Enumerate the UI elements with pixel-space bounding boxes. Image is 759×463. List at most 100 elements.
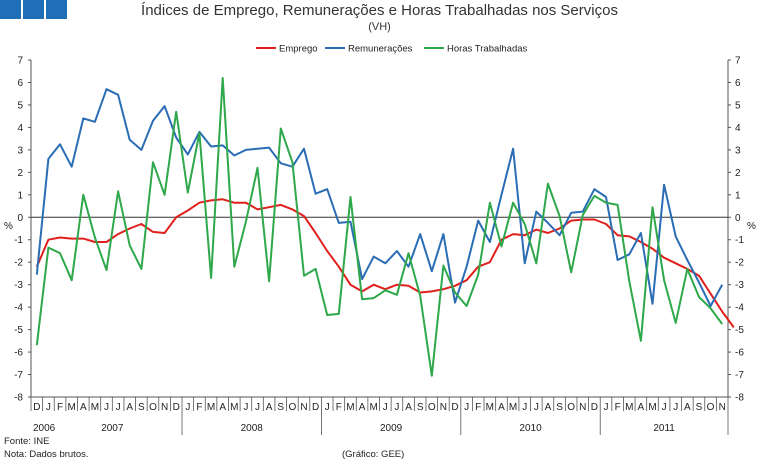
logo [0,0,67,19]
x-year-label: 2008 [241,423,264,434]
data-note: Nota: Dados brutos. [4,449,89,460]
x-tick-label: S [696,402,703,413]
y-tick-label-left: -5 [14,325,23,336]
series-lines [35,77,735,377]
x-tick-label: J [104,402,109,413]
y-tick-label-right: -3 [735,280,744,291]
y-tick-label-left: -3 [14,280,23,291]
x-tick-label: M [648,402,656,413]
y-tick-label-right: 0 [735,213,741,224]
x-tick-label: J [255,402,260,413]
y-tick-label-right: -7 [735,370,744,381]
x-tick-label: J [534,402,539,413]
x-tick-label: M [230,402,238,413]
x-tick-label: M [91,402,99,413]
y-axis-label-right: % [747,221,756,232]
x-tick-label: M [625,402,633,413]
y-tick-label-right: -5 [735,325,744,336]
x-tick-label: A [405,402,412,413]
x-tick-label: A [219,402,226,413]
y-tick-label-left: -7 [14,370,23,381]
x-tick-label: D [312,402,319,413]
x-year-label: 2010 [519,423,542,434]
x-tick-label: M [486,402,494,413]
x-tick-label: A [266,402,273,413]
y-tick-label-right: -1 [735,235,744,246]
logo-square-1 [0,0,21,19]
x-year-label: 2007 [101,423,124,434]
x-tick-label: F [57,402,63,413]
x-tick-label: A [80,402,87,413]
x-tick-label: A [126,402,133,413]
x-tick-label: A [545,402,552,413]
y-tick-label-right: 3 [735,145,741,156]
y-tick-label-left: -6 [14,348,23,359]
y-tick-label-left: 4 [17,123,23,134]
legend-label-emprego: Emprego [279,44,318,55]
x-tick-label: S [417,402,424,413]
x-tick-label: J [394,402,399,413]
y-tick-label-left: 7 [17,56,23,67]
y-tick-label-left: -1 [14,235,23,246]
x-tick-label: J [662,402,667,413]
y-tick-label-left: 1 [17,190,23,201]
x-tick-label: A [684,402,691,413]
chart-subtitle: (VH) [368,21,391,33]
x-tick-label: J [604,402,609,413]
x-tick-label: O [288,402,296,413]
x-tick-label: M [67,402,75,413]
legend-label-remuneracoes: Remunerações [348,44,413,55]
x-tick-label: N [579,402,586,413]
y-tick-label-right: 5 [735,100,741,111]
x-tick-label: J [46,402,51,413]
x-tick-label: M [509,402,517,413]
y-tick-label-right: 7 [735,56,741,67]
y-axis-right: 7 6 5 4 3 2 1 0 -1 -2 -3 -4 -5 -6 -7 -8 [728,56,744,404]
y-tick-label-left: -4 [14,303,23,314]
x-tick-label: A [498,402,505,413]
x-tick-label: O [149,402,157,413]
logo-square-3 [46,0,67,19]
x-tick-label: F [196,402,202,413]
y-tick-label-left: 6 [17,78,23,89]
y-tick-label-left: 2 [17,168,23,179]
y-tick-label-left: 0 [17,213,23,224]
x-tick-label: J [243,402,248,413]
y-tick-label-right: -2 [735,258,744,269]
x-tick-label: O [707,402,715,413]
series-line-remunera-es [35,88,724,307]
x-tick-label: A [359,402,366,413]
logo-square-2 [23,0,44,19]
x-tick-label: J [522,402,527,413]
x-tick-label: F [475,402,481,413]
x-tick-label: N [300,402,307,413]
y-axis-label-left: % [4,221,13,232]
chart-credit: (Gráfico: GEE) [342,449,405,460]
x-tick-label: J [185,402,190,413]
x-tick-label: N [161,402,168,413]
y-tick-label-right: -6 [735,348,744,359]
x-year-label: 2009 [380,423,403,434]
x-year-label: 2011 [653,423,675,434]
x-tick-label: J [673,402,678,413]
y-tick-label-right: 1 [735,190,741,201]
x-tick-label: D [173,402,180,413]
x-tick-label: J [116,402,121,413]
x-tick-label: M [207,402,215,413]
x-tick-label: F [336,402,342,413]
series-line-horas-trabalhadas [35,77,724,377]
y-tick-label-right: -8 [735,393,744,404]
series-line-emprego [35,198,735,328]
x-year-label: 2006 [33,423,56,434]
x-tick-label: D [33,402,40,413]
x-tick-label: J [325,402,330,413]
x-tick-label: A [638,402,645,413]
y-tick-label-right: 6 [735,78,741,89]
y-tick-label-left: 3 [17,145,23,156]
x-tick-label: N [440,402,447,413]
legend: Emprego Remunerações Horas Trabalhadas [256,44,528,55]
source-note: Fonte: INE [4,436,50,447]
x-tick-label: O [567,402,575,413]
